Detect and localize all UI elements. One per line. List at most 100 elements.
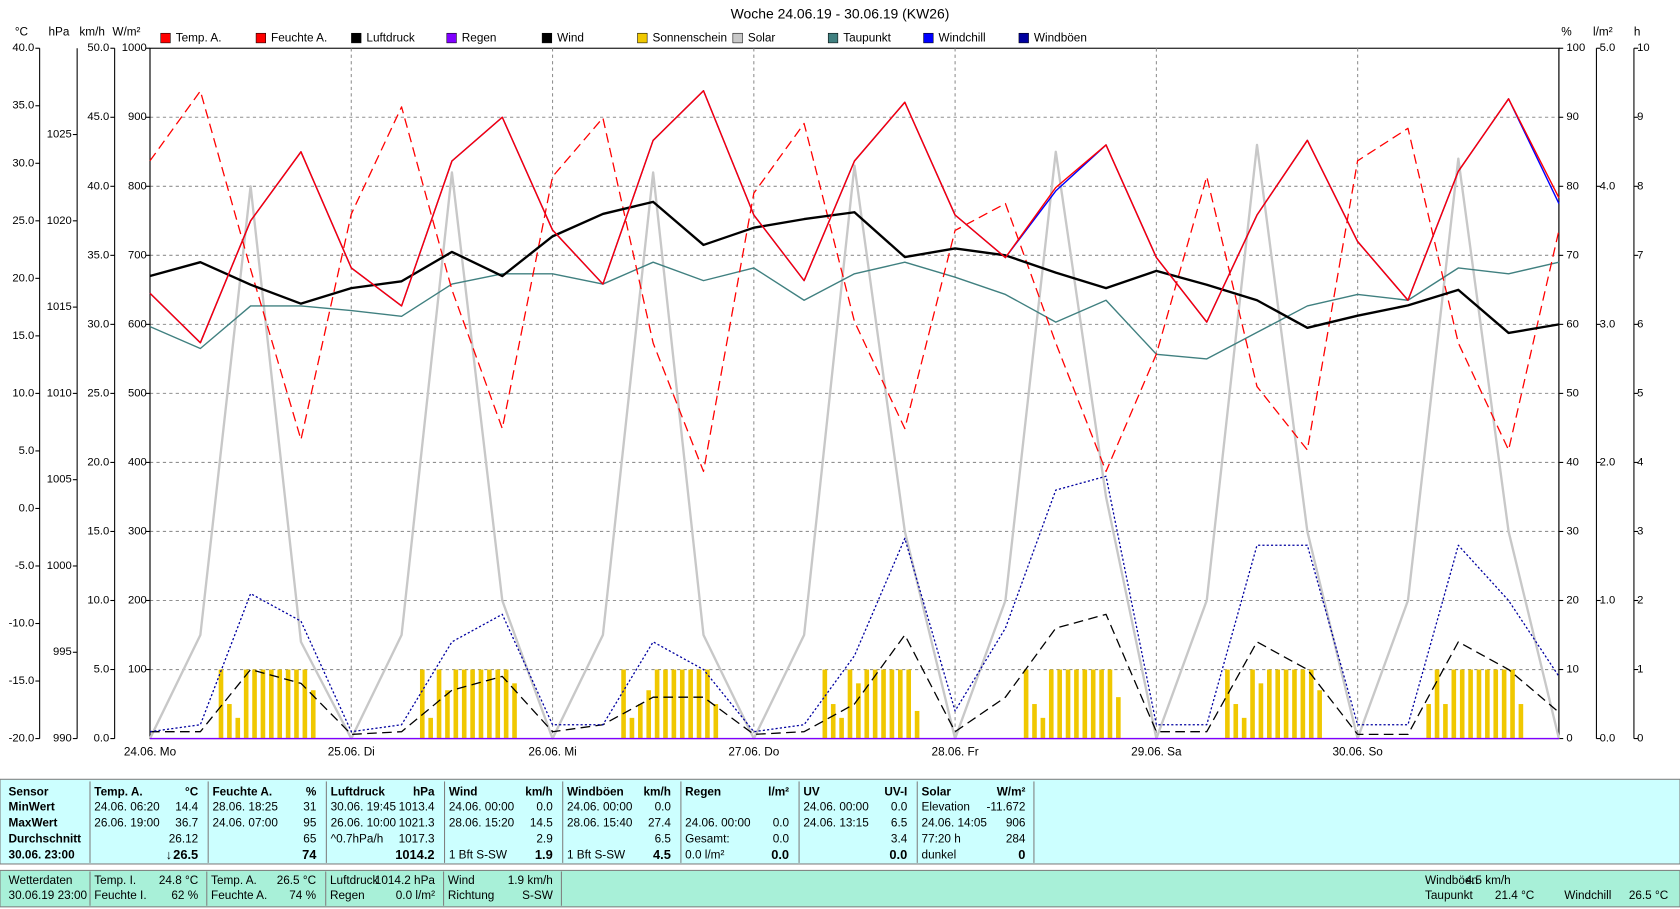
status-value: 74 % (289, 889, 316, 902)
cell-value: 1017.3 (399, 832, 435, 845)
sunshine-bar (461, 669, 467, 739)
sunshine-bar (503, 669, 509, 739)
status-label: Taupunkt (1425, 889, 1473, 902)
series-line (148, 143, 1561, 740)
y-tick-label: 50 (1566, 387, 1579, 399)
sunshine-bar (1267, 669, 1272, 739)
series-line (150, 613, 1560, 736)
sunshine-bar (889, 669, 895, 739)
cell-value: 0.0 (655, 800, 672, 813)
sunshine-bar (1065, 669, 1071, 739)
sunshine-bar (839, 717, 844, 739)
status-label: Temp. I. (94, 874, 136, 887)
sunshine-bar (445, 690, 450, 739)
series-line (149, 90, 1560, 473)
cell-value: 6.5 (891, 816, 908, 829)
sunshine-bar (621, 669, 626, 739)
sunshine-bar (285, 669, 291, 739)
legend-label: Wind (557, 32, 584, 45)
sunshine-bar (260, 669, 266, 739)
y-tick-label: 40 (1566, 456, 1579, 468)
status-value: 21.4 °C (1495, 889, 1535, 902)
column-header: Windböen (567, 785, 624, 798)
y-tick-label: 60 (1566, 318, 1579, 330)
row-label: Sensor (9, 785, 49, 798)
cell-value: 14.5 (530, 816, 553, 829)
sunshine-bar (269, 669, 274, 739)
cell-value: 74 (302, 847, 317, 862)
cell-value: 284 (1006, 832, 1026, 845)
y-tick-label: 5 (1637, 387, 1643, 399)
sunshine-bar (1501, 669, 1507, 739)
legend-swatch (1018, 32, 1029, 44)
y-tick-label: 1015 (47, 301, 72, 313)
cell-value: 1.9 (535, 847, 553, 862)
y-tick-label: 995 (53, 646, 72, 658)
y-tick-label: 600 (128, 318, 147, 330)
cell-value: 26.5 (173, 847, 198, 862)
sunshine-bar (1292, 669, 1297, 739)
y-tick-label: 7 (1637, 249, 1643, 261)
cell-value: 65 (303, 832, 317, 845)
cell-time: 24.06. 07:00 (212, 816, 278, 829)
sunshine-bar (478, 669, 484, 739)
legend-swatch (923, 32, 934, 44)
cell-value: 0 (1018, 847, 1025, 862)
axis-unit: W/m² (112, 25, 140, 38)
station-time: 30.06.19 23:00 (9, 889, 88, 902)
y-tick-label: 80 (1566, 180, 1579, 192)
legend-label: Windchill (939, 32, 986, 45)
status-value: 26.5 °C (1629, 889, 1669, 902)
sunshine-bar (1107, 669, 1113, 739)
sunshine-bar (1459, 669, 1465, 739)
legend-swatch (732, 32, 743, 44)
sunshine-bar (1451, 669, 1457, 739)
sunshine-bar (252, 669, 257, 739)
status-label: Richtung (448, 889, 494, 902)
y-tick-label: -10.0 (9, 617, 35, 629)
sunshine-bar (1040, 717, 1046, 739)
station-label: Wetterdaten (9, 874, 73, 887)
status-label: Feuchte A. (211, 889, 267, 902)
sunshine-bar (1032, 704, 1037, 739)
y-tick-label: 3.0 (1600, 318, 1616, 330)
y-tick-label: 8 (1637, 180, 1643, 192)
cell-time: 28.06. 15:40 (567, 816, 633, 829)
status-value: 0.0 l/m² (396, 889, 435, 902)
sunshine-bar (1057, 669, 1062, 739)
sunshine-bar (428, 717, 433, 739)
cell-value: 6.5 (655, 832, 672, 845)
cell-time: 1 Bft S-SW (449, 849, 508, 862)
sunshine-bar (277, 669, 283, 739)
y-tick-label: 40.0 (12, 42, 34, 54)
status-label: Temp. A. (211, 874, 257, 887)
sunshine-bar (243, 669, 249, 739)
y-tick-label: -20.0 (9, 733, 35, 745)
sunshine-bar (830, 704, 836, 739)
legend-label: Solar (748, 32, 776, 45)
sunshine-bar (1510, 669, 1515, 739)
status-value: 1014.2 hPa (375, 874, 436, 887)
sunshine-bar (1099, 669, 1104, 739)
cell-value: 26.12 (169, 832, 198, 845)
sunshine-bar (1250, 669, 1255, 739)
status-value: 26.5 °C (277, 874, 317, 887)
cell-time: 24.06. 13:15 (803, 816, 869, 829)
y-tick-label: 10.0 (87, 594, 109, 606)
cell-time: 24.06. 00:00 (685, 816, 751, 829)
y-tick-label: 20.0 (12, 272, 34, 284)
y-tick-label: 3 (1637, 525, 1643, 537)
cell-value: -11.672 (986, 800, 1025, 813)
y-tick-label: 10 (1637, 42, 1650, 54)
sunshine-bar (696, 669, 702, 739)
column-header: Regen (685, 785, 721, 798)
legend-label: Regen (462, 32, 497, 45)
y-tick-label: 200 (128, 594, 147, 606)
legend-label: Windböen (1034, 32, 1087, 45)
sunshine-bar (1023, 669, 1029, 739)
sunshine-bar (453, 669, 459, 739)
sunshine-bar (1485, 669, 1490, 739)
column-unit: l/m² (768, 785, 789, 798)
y-tick-label: 9 (1637, 111, 1643, 123)
